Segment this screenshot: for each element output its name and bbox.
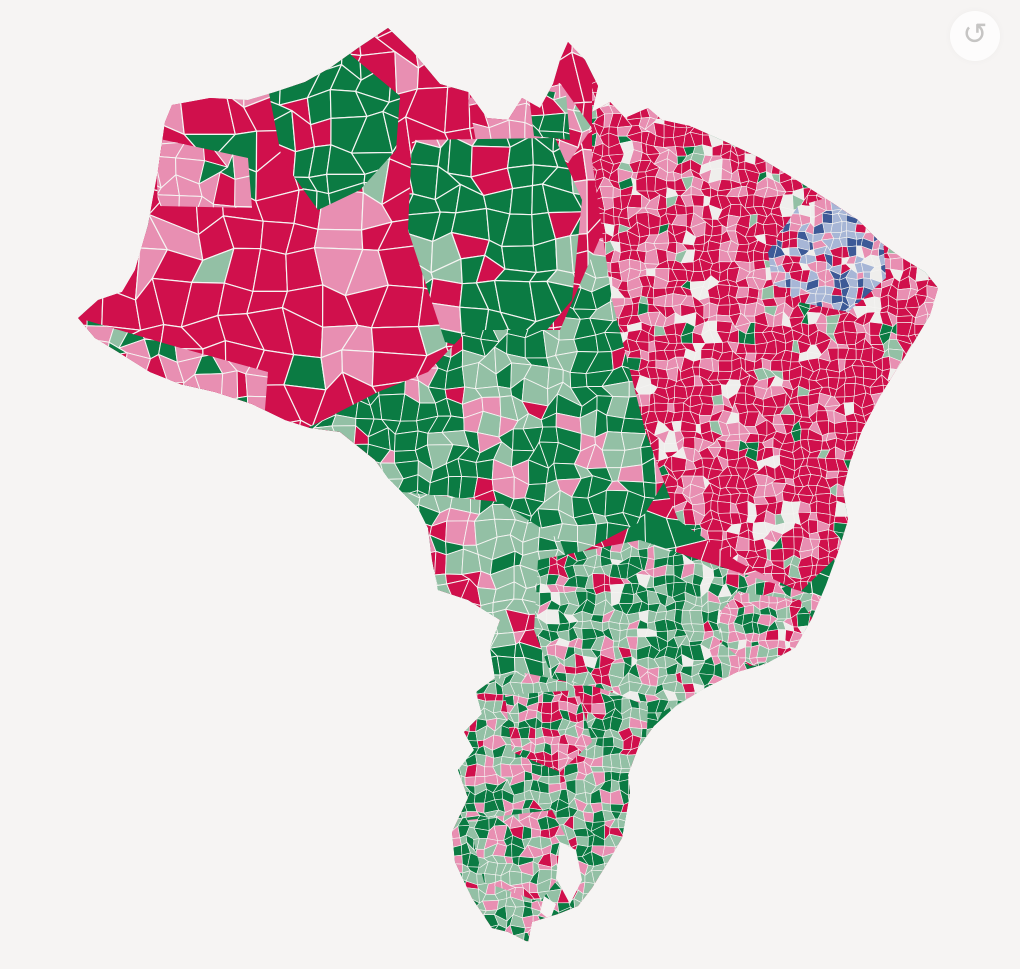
reset-view-button[interactable]: ↺ [950,11,1000,61]
reset-icon: ↺ [962,18,988,51]
